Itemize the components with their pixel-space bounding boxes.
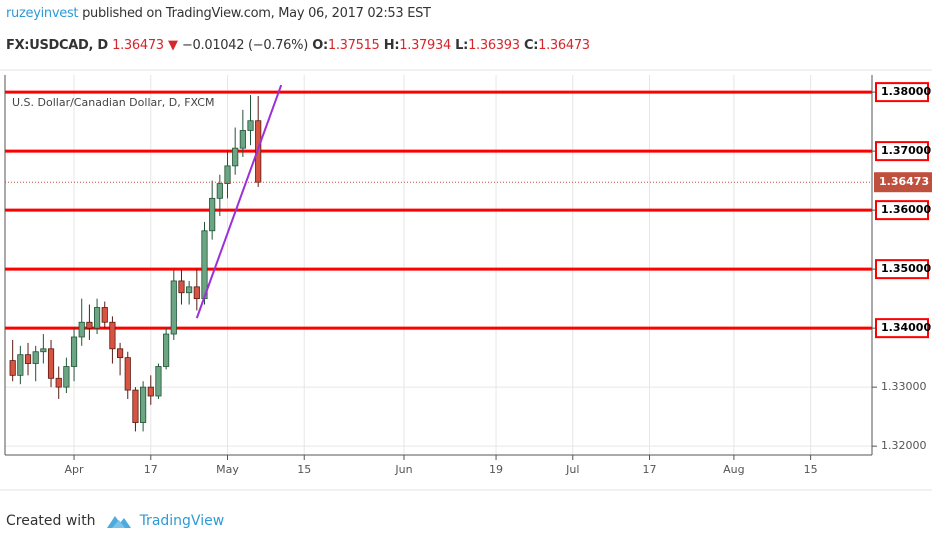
x-tick-label: 19 [489, 463, 503, 476]
candle-body [232, 147, 239, 167]
x-tick-label: Jun [394, 463, 412, 476]
brand[interactable]: TradingView [139, 513, 225, 529]
last-price-label: 1.36473 [879, 175, 929, 188]
y-tick-label: 1.33000 [881, 380, 927, 393]
candle-body [117, 348, 124, 359]
x-tick-label: Jul [565, 463, 579, 476]
x-tick-label: May [216, 463, 239, 476]
x-tick-label: 15 [804, 463, 818, 476]
candle-body [247, 120, 254, 131]
close-label: C: [523, 38, 539, 53]
level-label-box [875, 82, 929, 103]
publish-line: ruzeyinvest published on TradingView.com… [6, 6, 431, 21]
close-value: 1.36473 [538, 38, 590, 53]
level-label-box [875, 200, 929, 221]
candle-body [17, 354, 24, 376]
candle-body [47, 348, 55, 379]
trendline [195, 84, 283, 319]
candle-body [216, 183, 223, 199]
candle-body [140, 386, 147, 423]
y-tick-label: 1.36000 [881, 203, 931, 216]
high-value: 1.37934 [399, 38, 451, 53]
candle-body [86, 321, 93, 329]
candle-body [170, 280, 177, 335]
candle-body [32, 351, 39, 364]
change: −0.01042 (−0.76%) [181, 38, 308, 53]
low-value: 1.36393 [468, 38, 520, 53]
candle-body [209, 197, 216, 232]
candle-body [201, 230, 208, 300]
y-tick-label: 1.35000 [881, 262, 931, 275]
candle-body [124, 357, 131, 391]
open-value: 1.37515 [327, 38, 380, 53]
candle-body [239, 130, 246, 149]
author[interactable]: ruzeyinvest [6, 6, 79, 21]
legend-title: U.S. Dollar/Canadian Dollar, D, FXCM [12, 96, 214, 109]
low-label: L: [455, 38, 469, 53]
candle-body [163, 333, 170, 367]
symbol-line: FX:USDCAD, D 1.36473 ▼ −0.01042 (−0.76%)… [6, 38, 590, 53]
published: published on TradingView.com, May 06, 20… [82, 6, 431, 21]
candle-body [40, 348, 47, 353]
x-tick-label: Apr [65, 463, 85, 476]
x-tick-label: Aug [723, 463, 744, 476]
x-tick-label: 17 [642, 463, 656, 476]
candle-body [147, 386, 154, 397]
candle-body [24, 354, 32, 364]
candle-body [193, 286, 200, 300]
created-with: Created with [6, 513, 96, 529]
candle-body [224, 165, 231, 184]
last-price-box [874, 172, 932, 193]
x-tick-label: 17 [144, 463, 158, 476]
candle-body [55, 377, 62, 388]
high-label: H: [383, 38, 400, 53]
footer: Created with TradingView [6, 510, 224, 532]
y-tick-label: 1.38000 [881, 85, 931, 98]
candle-body [101, 307, 108, 323]
last-price: 1.36473 [112, 38, 164, 53]
candle-body [78, 321, 85, 338]
candle-body [9, 360, 16, 376]
level-label-box [875, 141, 929, 162]
y-tick-label: 1.37000 [881, 144, 931, 157]
y-tick-label: 1.32000 [881, 439, 927, 452]
change-arrow: ▼ [168, 38, 178, 53]
open-label: O: [312, 38, 328, 53]
candle-body [109, 321, 116, 350]
candle-body [186, 286, 193, 294]
candle-body [178, 280, 185, 294]
candle-body [155, 366, 162, 397]
candle-body [93, 307, 101, 329]
x-tick-label: 15 [297, 463, 311, 476]
candle-body [132, 389, 139, 423]
symbol: FX:USDCAD, D [6, 38, 108, 53]
y-tick-label: 1.34000 [881, 321, 931, 334]
level-label-box [875, 318, 929, 339]
logo[interactable] [104, 510, 134, 532]
level-label-box [875, 259, 929, 280]
candle-body [63, 366, 70, 388]
candle-body [70, 336, 78, 367]
